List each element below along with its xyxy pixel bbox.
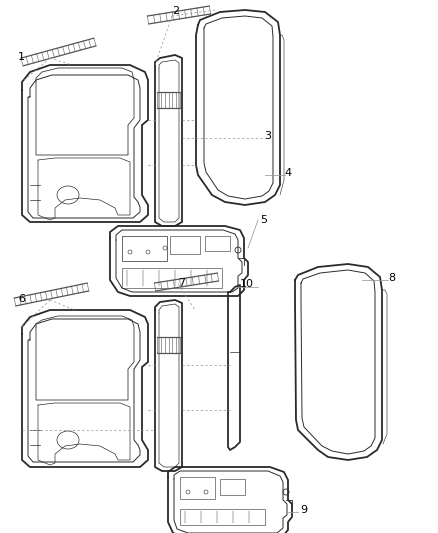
Text: 3: 3	[264, 131, 271, 141]
Text: 4: 4	[284, 168, 291, 178]
Bar	[205, 236, 230, 251]
Bar	[122, 236, 167, 261]
Text: 1: 1	[18, 52, 25, 62]
Bar	[180, 477, 215, 499]
Bar	[180, 509, 265, 525]
Text: 10: 10	[240, 279, 254, 289]
Text: 2: 2	[172, 6, 179, 16]
Text: 6: 6	[18, 294, 25, 304]
Bar	[220, 479, 245, 495]
Bar	[170, 236, 200, 254]
Text: 9: 9	[300, 505, 307, 515]
Text: 7: 7	[178, 278, 185, 288]
Bar	[122, 268, 222, 288]
Text: 5: 5	[260, 215, 267, 225]
Text: 8: 8	[388, 273, 395, 283]
